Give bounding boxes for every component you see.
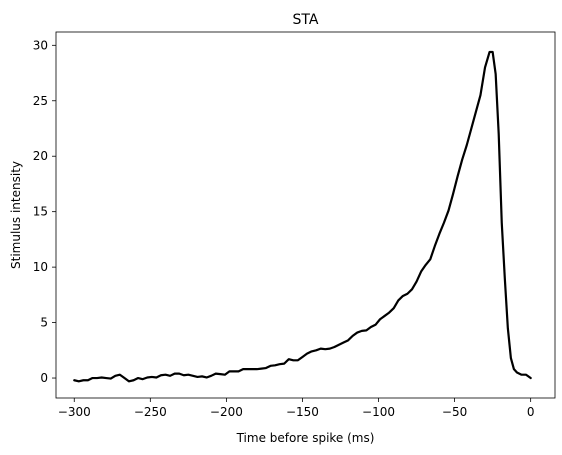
x-axis-label: Time before spike (ms) bbox=[236, 431, 375, 445]
x-tick-label: −250 bbox=[134, 405, 167, 419]
x-tick-label: −100 bbox=[362, 405, 395, 419]
sta-series-line bbox=[73, 50, 532, 383]
y-tick-label: 0 bbox=[40, 371, 48, 385]
y-axis-ticks: 0 5 10 15 20 25 30 bbox=[33, 38, 56, 385]
x-tick-label: −50 bbox=[442, 405, 467, 419]
y-tick-label: 25 bbox=[33, 94, 48, 108]
y-axis-label: Stimulus intensity bbox=[9, 161, 23, 269]
x-tick-label: −300 bbox=[58, 405, 91, 419]
y-tick-label: 20 bbox=[33, 149, 48, 163]
x-tick-label: −150 bbox=[286, 405, 319, 419]
x-tick-label: 0 bbox=[527, 405, 535, 419]
plot-frame bbox=[55, 31, 556, 399]
chart-title: STA bbox=[293, 12, 319, 28]
plot-area bbox=[73, 50, 532, 383]
y-tick-label: 30 bbox=[33, 38, 48, 52]
y-tick-label: 15 bbox=[33, 205, 48, 219]
x-axis-ticks: −300 −250 −200 −150 −100 −50 0 bbox=[58, 398, 535, 419]
y-tick-label: 5 bbox=[40, 316, 48, 330]
x-tick-label: −200 bbox=[210, 405, 243, 419]
y-tick-label: 10 bbox=[33, 260, 48, 274]
